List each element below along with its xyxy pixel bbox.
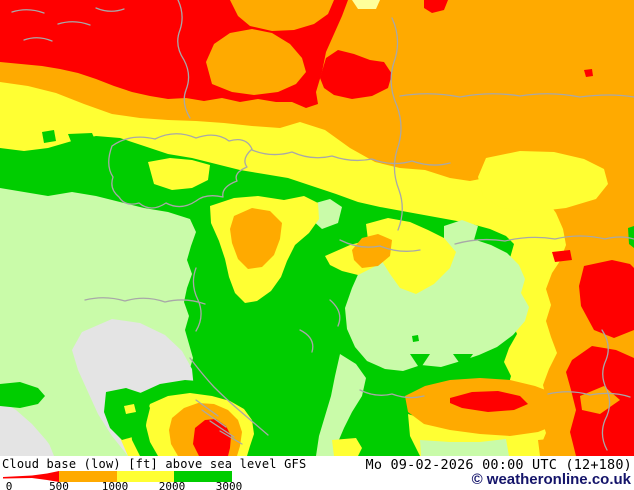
border-czech-outline — [108, 133, 253, 209]
region-red-top-dots — [424, 0, 448, 13]
region-green-italy-coast — [104, 388, 150, 440]
border-black-sea-coast — [601, 329, 611, 451]
region-yellow-dot-italy-coast — [124, 404, 136, 414]
region-green-spot-romania-2 — [453, 354, 473, 368]
legend-tick-1000: 1000 — [101, 480, 129, 490]
border-ukraine-romania — [454, 235, 634, 245]
region-orange-center-blob — [230, 208, 282, 269]
legend-tick-2000: 2000 — [158, 480, 186, 490]
border-serbia-bosnia — [299, 299, 425, 399]
region-orange-wedge-bottom — [538, 438, 576, 456]
region-orange-top-blob — [230, 0, 334, 31]
region-yellow-below-green — [366, 218, 456, 294]
map-title: Cloud base (low) [ft] above sea level GF… — [2, 457, 307, 471]
coast-croatian-islands — [195, 399, 243, 445]
region-green-west-edge — [0, 382, 45, 408]
border-croatia-coast — [189, 357, 269, 436]
legend-tick-500: 500 — [49, 480, 69, 490]
country-borders — [11, 0, 634, 451]
legend-tick-3000: 3000 — [215, 480, 243, 490]
valid-time: Mo 09-02-2026 00:00 UTC (12+180) — [365, 457, 632, 473]
region-green-spot-romania-1 — [410, 354, 430, 369]
cloud-base-map — [0, 0, 634, 456]
region-yellow-topright-blob — [478, 151, 608, 212]
legend-colorbar — [3, 471, 232, 482]
region-red-se-dash — [450, 391, 528, 412]
region-green-spot-2 — [68, 133, 96, 144]
legend-segment-green — [174, 471, 232, 482]
region-paleyellow-top — [352, 0, 380, 9]
region-red-east-lobe — [320, 50, 392, 99]
region-lightgreen-pocket-west — [311, 199, 342, 229]
border-se-line — [547, 391, 631, 398]
region-green-spot-1 — [42, 130, 56, 143]
border-hungary-serbia — [339, 239, 421, 252]
legend-segment-red-arrow — [3, 471, 59, 482]
border-alps-slovenia — [84, 267, 206, 332]
legend-tick-0: 0 — [5, 480, 13, 490]
region-yellow-pocket-bottom — [332, 438, 362, 456]
region-lightgreen-pocket-east — [444, 220, 478, 246]
region-yellow-czech-pocket — [148, 158, 210, 190]
region-red-small-se — [552, 250, 572, 262]
border-poland-ukraine — [390, 17, 403, 231]
border-top-left-wiggles — [11, 7, 125, 42]
legend-tick-labels: 0 500 1000 2000 3000 — [2, 480, 243, 490]
region-red-east-edge — [579, 260, 634, 338]
border-slovakia-north — [251, 149, 451, 166]
region-lightgreen-bottom — [420, 439, 509, 456]
sea-tyrrhenian — [0, 396, 54, 456]
river-east — [399, 93, 634, 98]
copyright: © weatheronline.co.uk — [471, 471, 631, 488]
region-green-sliver-eastedge — [628, 226, 634, 248]
legend-segment-yellow — [117, 471, 174, 482]
border-germany-poland — [177, 0, 191, 119]
region-red-small-east — [584, 69, 593, 77]
region-green-dot-romania — [412, 335, 419, 342]
region-orange-q4-blob — [352, 234, 392, 268]
region-lightgreen-tongue — [316, 354, 366, 456]
region-orange-swirl — [206, 29, 306, 95]
legend-segment-orange — [59, 471, 117, 482]
